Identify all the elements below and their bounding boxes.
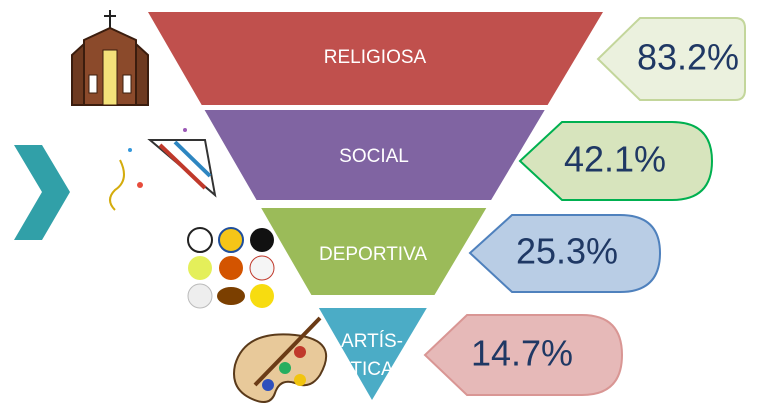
percent: 42.1%	[564, 139, 666, 180]
level-label: DEPORTIVA	[319, 244, 427, 265]
chevron	[14, 145, 70, 240]
level-label: RELIGIOSA	[324, 47, 427, 68]
percent: 14.7%	[471, 333, 573, 374]
percent: 83.2%	[637, 37, 739, 78]
percent: 25.3%	[516, 231, 618, 272]
party-icon	[110, 128, 215, 210]
infographic: RELIGIOSA SOCIAL DEPORTIVA ARTÍS- TICA 8…	[0, 0, 768, 411]
level-label: TICA	[350, 359, 394, 380]
funnel-level	[319, 308, 427, 400]
church-icon	[72, 10, 148, 105]
palette-icon	[234, 318, 326, 402]
sports-icon	[188, 228, 274, 308]
level-label: SOCIAL	[339, 146, 409, 167]
level-label: ARTÍS-	[341, 331, 403, 352]
